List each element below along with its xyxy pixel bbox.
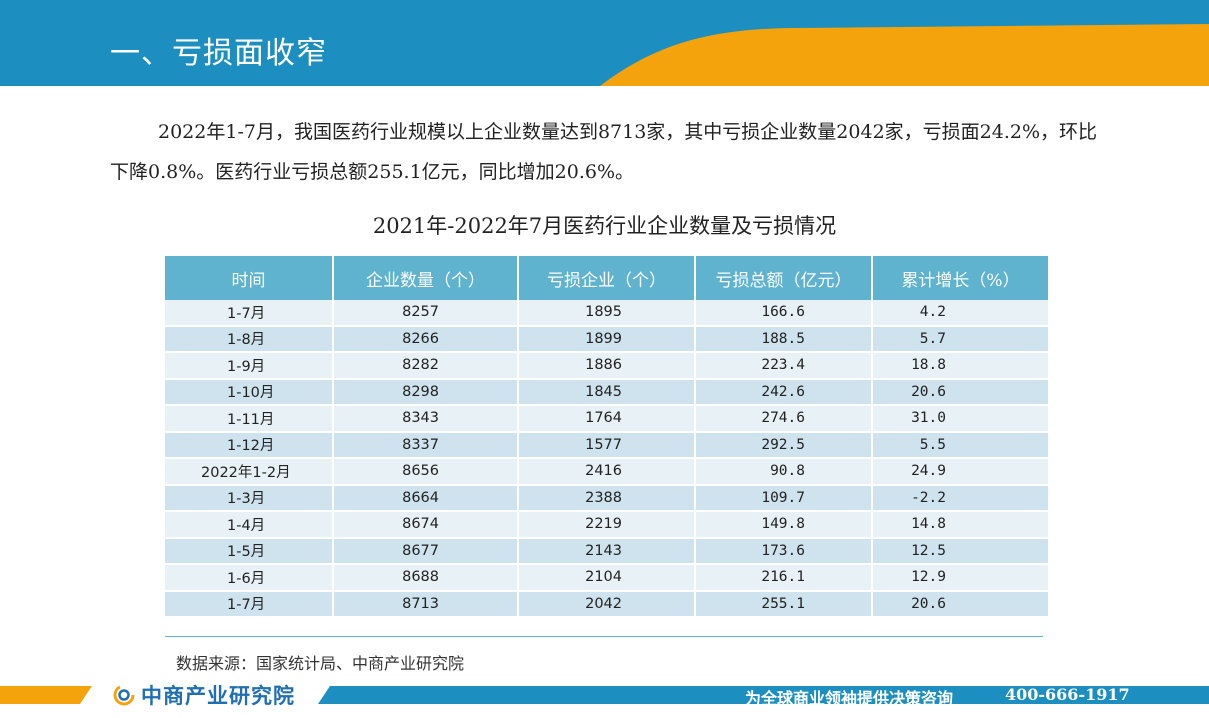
column-header-loss-amount: 亏损总额（亿元） (695, 256, 873, 300)
footer-background (0, 686, 1209, 704)
cell-enterprise-count: 8337 (333, 431, 519, 459)
table-row: 1-9月 8282 1886 223.4 18.8 (165, 352, 1048, 380)
cell-loss-amount: 173.6 (695, 537, 873, 565)
cell-cumulative-growth: 20.6 (872, 590, 1048, 618)
column-header-cumulative-growth: 累计增长（%） (872, 256, 1048, 300)
table-header-row: 时间 企业数量（个） 亏损企业（个） 亏损总额（亿元） 累计增长（%） (165, 256, 1048, 300)
cell-time: 1-4月 (165, 511, 334, 539)
table-row: 1-3月 8664 2388 109.7 -2.2 (165, 484, 1048, 512)
cell-cumulative-growth: 24.9 (872, 458, 1048, 486)
cell-cumulative-growth: 5.7 (872, 325, 1048, 353)
cell-enterprise-count: 8713 (333, 590, 519, 618)
cell-loss-amount: 223.4 (695, 352, 873, 380)
table-row: 1-6月 8688 2104 216.1 12.9 (165, 564, 1048, 592)
footer-slogan: 为全球商业领袖提供决策咨询 (745, 689, 954, 708)
brand-logo-group: 中商产业研究院 (113, 684, 295, 708)
page-title: 一、亏损面收窄 (110, 36, 327, 71)
table-row: 1-5月 8677 2143 173.6 12.5 (165, 537, 1048, 565)
cell-time: 1-12月 (165, 431, 334, 459)
cell-loss-amount: 90.8 (695, 458, 873, 486)
table-row: 1-7月 8257 1895 166.6 4.2 (165, 300, 1048, 327)
column-header-time: 时间 (165, 256, 334, 300)
cell-loss-enterprises: 2042 (518, 590, 696, 618)
cell-time: 2022年1-2月 (165, 458, 334, 486)
cell-cumulative-growth: 18.8 (872, 352, 1048, 380)
cell-enterprise-count: 8266 (333, 325, 519, 353)
footer-phone: 400-666-1917 (1005, 685, 1130, 704)
cell-cumulative-growth: 5.5 (872, 431, 1048, 459)
cell-time: 1-10月 (165, 378, 334, 406)
header-banner: 一、亏损面收窄 (0, 0, 1209, 86)
cell-enterprise-count: 8656 (333, 458, 519, 486)
cell-time: 1-8月 (165, 325, 334, 353)
cell-loss-enterprises: 1764 (518, 405, 696, 433)
brand-logo-icon (113, 684, 135, 706)
cell-cumulative-growth: 12.9 (872, 564, 1048, 592)
cell-loss-enterprises: 2143 (518, 537, 696, 565)
column-header-enterprise-count: 企业数量（个） (333, 256, 519, 300)
data-source-note: 数据来源：国家统计局、中商产业研究院 (176, 654, 465, 673)
cell-time: 1-7月 (165, 590, 334, 618)
cell-enterprise-count: 8674 (333, 511, 519, 539)
brand-name: 中商产业研究院 (141, 684, 295, 708)
cell-time: 1-5月 (165, 537, 334, 565)
cell-enterprise-count: 8664 (333, 484, 519, 512)
cell-cumulative-growth: 12.5 (872, 537, 1048, 565)
table-row: 1-8月 8266 1899 188.5 5.7 (165, 325, 1048, 353)
table-row: 2022年1-2月 8656 2416 90.8 24.9 (165, 458, 1048, 486)
cell-loss-amount: 109.7 (695, 484, 873, 512)
cell-time: 1-6月 (165, 564, 334, 592)
cell-enterprise-count: 8688 (333, 564, 519, 592)
cell-enterprise-count: 8343 (333, 405, 519, 433)
source-divider (165, 636, 1043, 637)
cell-loss-enterprises: 2416 (518, 458, 696, 486)
column-header-loss-enterprises: 亏损企业（个） (518, 256, 696, 300)
table-row: 1-11月 8343 1764 274.6 31.0 (165, 405, 1048, 433)
cell-loss-amount: 188.5 (695, 325, 873, 353)
cell-loss-enterprises: 1895 (518, 300, 696, 327)
table-row: 1-4月 8674 2219 149.8 14.8 (165, 511, 1048, 539)
cell-time: 1-7月 (165, 300, 334, 327)
cell-loss-amount: 274.6 (695, 405, 873, 433)
table-row: 1-12月 8337 1577 292.5 5.5 (165, 431, 1048, 459)
cell-enterprise-count: 8677 (333, 537, 519, 565)
cell-loss-enterprises: 1577 (518, 431, 696, 459)
cell-loss-enterprises: 1845 (518, 378, 696, 406)
cell-loss-amount: 255.1 (695, 590, 873, 618)
cell-loss-amount: 166.6 (695, 300, 873, 327)
table-title: 2021年-2022年7月医药行业企业数量及亏损情况 (372, 214, 837, 238)
cell-cumulative-growth: 4.2 (872, 300, 1048, 327)
cell-enterprise-count: 8257 (333, 300, 519, 327)
cell-time: 1-11月 (165, 405, 334, 433)
cell-loss-amount: 292.5 (695, 431, 873, 459)
cell-enterprise-count: 8282 (333, 352, 519, 380)
intro-paragraph: 2022年1-7月，我国医药行业规模以上企业数量达到8713家，其中亏损企业数量… (110, 121, 1098, 183)
table-row: 1-7月 8713 2042 255.1 20.6 (165, 590, 1048, 618)
cell-cumulative-growth: -2.2 (872, 484, 1048, 512)
table-row: 1-10月 8298 1845 242.6 20.6 (165, 378, 1048, 406)
cell-enterprise-count: 8298 (333, 378, 519, 406)
cell-loss-enterprises: 1899 (518, 325, 696, 353)
cell-time: 1-9月 (165, 352, 334, 380)
cell-loss-enterprises: 1886 (518, 352, 696, 380)
cell-loss-amount: 149.8 (695, 511, 873, 539)
data-table: 时间 企业数量（个） 亏损企业（个） 亏损总额（亿元） 累计增长（%） 1-7月… (165, 256, 1048, 618)
cell-loss-amount: 216.1 (695, 564, 873, 592)
cell-cumulative-growth: 14.8 (872, 511, 1048, 539)
cell-time: 1-3月 (165, 484, 334, 512)
cell-cumulative-growth: 20.6 (872, 378, 1048, 406)
cell-loss-enterprises: 2388 (518, 484, 696, 512)
header-background (0, 0, 1209, 86)
cell-loss-amount: 242.6 (695, 378, 873, 406)
cell-cumulative-growth: 31.0 (872, 405, 1048, 433)
cell-loss-enterprises: 2104 (518, 564, 696, 592)
footer-bar (0, 682, 1209, 718)
cell-loss-enterprises: 2219 (518, 511, 696, 539)
